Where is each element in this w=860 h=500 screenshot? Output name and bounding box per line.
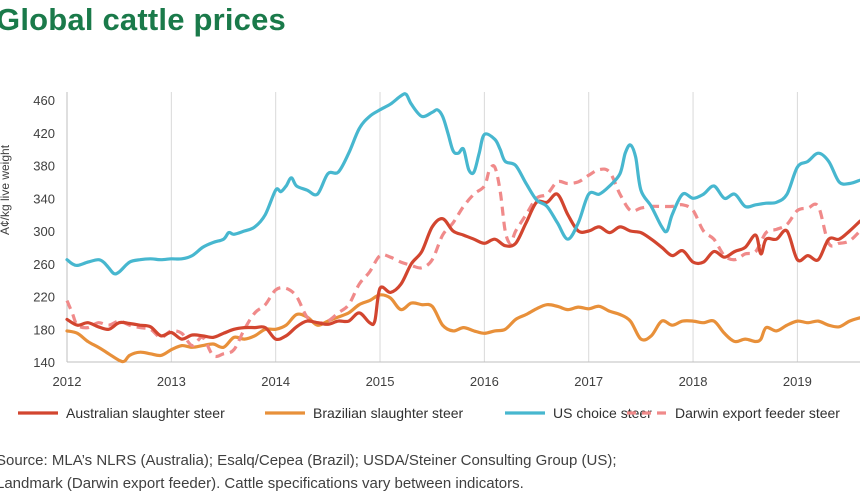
x-tick-label: 2017: [574, 374, 603, 389]
y-tick-label: 460: [33, 93, 55, 108]
series-line-australian-slaughter-steer: [65, 192, 860, 342]
source-line: Landmark (Darwin export feeder). Cattle …: [0, 475, 524, 492]
x-tick-label: 2015: [366, 374, 395, 389]
y-tick-label: 140: [33, 355, 55, 370]
axes: 2012 2013 2014 2015 2016 2017 2018 2019 140 180 22…: [33, 92, 860, 389]
chart-title: Global cattle prices: [0, 2, 286, 37]
legend-label-us-choice-steer: US choice steer: [553, 405, 652, 421]
legend: Australian slaughter steer Brazilian slau…: [18, 405, 840, 421]
y-tick-label: 260: [33, 257, 55, 272]
legend-label-australian-slaughter-steer: Australian slaughter steer: [66, 405, 225, 421]
y-tick-label: 340: [33, 191, 55, 206]
series-lines: [65, 92, 860, 364]
x-tick-label: 2012: [53, 374, 82, 389]
x-tick-label: 2016: [470, 374, 499, 389]
source-line: Source: MLA’s NLRS (Australia); Esalq/Ce…: [0, 452, 617, 469]
y-axis-label: A¢/kg live weight: [0, 144, 12, 235]
y-tick-label: 220: [33, 290, 55, 305]
series-line-darwin-export-feeder-steer: [65, 163, 860, 359]
legend-label-brazilian-slaughter-steer: Brazilian slaughter steer: [313, 405, 464, 421]
x-tick-label: 2018: [679, 374, 708, 389]
series-line-brazilian-slaughter-steer: [65, 293, 860, 364]
y-tick-label: 180: [33, 322, 55, 337]
legend-label-darwin-export-feeder-steer: Darwin export feeder steer: [675, 405, 840, 421]
source-note: Source: MLA’s NLRS (Australia); Esalq/Ce…: [0, 449, 617, 495]
y-tick-label: 380: [33, 159, 55, 174]
line-chart: 2012 2013 2014 2015 2016 2017 2018 2019 140 180 22…: [0, 92, 860, 421]
x-tick-label: 2014: [261, 374, 290, 389]
x-tick-label: 2013: [157, 374, 186, 389]
y-tick-label: 300: [33, 224, 55, 239]
y-tick-label: 420: [33, 126, 55, 141]
x-tick-label: 2019: [783, 374, 812, 389]
series-line-us-choice-steer: [65, 92, 860, 276]
